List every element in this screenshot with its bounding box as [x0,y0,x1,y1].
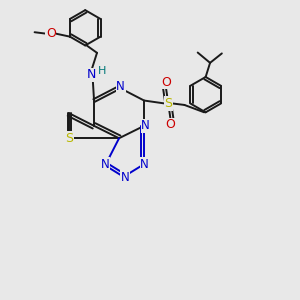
Text: N: N [101,158,110,171]
Text: N: N [121,171,129,184]
Text: N: N [141,119,150,132]
Text: O: O [166,118,176,131]
Text: N: N [116,80,125,93]
Text: O: O [46,27,56,40]
Text: N: N [86,68,96,81]
Text: H: H [98,66,106,76]
Text: S: S [164,97,172,110]
Text: N: N [140,158,149,171]
Text: S: S [65,132,73,145]
Text: O: O [161,76,171,89]
